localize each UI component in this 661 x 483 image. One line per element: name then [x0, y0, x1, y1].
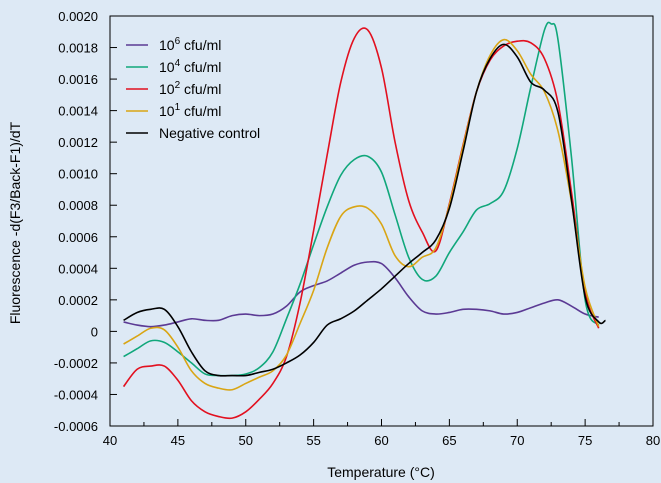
plot-border — [109, 15, 654, 427]
y-tick-label-5: 0.0010 — [58, 167, 98, 182]
y-tick-label-2: 0.0016 — [58, 72, 98, 87]
y-tick-label-10: 0 — [91, 324, 98, 339]
y-tick-label-12: -0.0004 — [54, 387, 98, 402]
series-line-3 — [123, 38, 600, 391]
y-tick-label-9: 0.0002 — [58, 293, 98, 308]
legend-label-1: 104 cfu/ml — [159, 58, 221, 75]
x-tick-label-3: 55 — [306, 433, 320, 448]
series-layer — [122, 21, 606, 420]
y-tick-label-7: 0.0006 — [58, 230, 98, 245]
y-tick-label-3: 0.0014 — [58, 104, 98, 119]
y-axis-title: Fluorescence -d(F3/Back-F1)/dT — [7, 121, 23, 324]
x-tick-label-8: 80 — [646, 433, 660, 448]
legend-label-3: 101 cfu/ml — [159, 102, 221, 119]
y-tick-label-1: 0.0018 — [58, 41, 98, 56]
legend-label-0: 106 cfu/ml — [159, 36, 221, 53]
x-tick-label-4: 60 — [374, 433, 388, 448]
x-tick-label-1: 45 — [171, 433, 185, 448]
legend-label-2: 102 cfu/ml — [159, 80, 221, 97]
series-line-0 — [123, 260, 599, 328]
x-tick-label-0: 40 — [103, 433, 117, 448]
series-line-4 — [123, 43, 606, 377]
legend-label-4: Negative control — [159, 125, 260, 141]
y-tick-label-13: -0.0006 — [54, 419, 98, 434]
x-tick-label-2: 50 — [239, 433, 253, 448]
legend: 106 cfu/ml 104 cfu/ml 102 cfu/ml 101 cfu/ml… — [126, 36, 260, 141]
y-tick-label-4: 0.0012 — [58, 135, 98, 150]
x-tick-label-7: 75 — [578, 433, 592, 448]
y-tick-label-11: -0.0002 — [54, 356, 98, 371]
y-tick-label-6: 0.0008 — [58, 198, 98, 213]
y-tick-label-8: 0.0004 — [58, 261, 98, 276]
y-tick-label-0: 0.0020 — [58, 9, 98, 24]
x-axis-title: Temperature (°C) — [327, 464, 435, 480]
series-line-1 — [123, 21, 600, 377]
axes-layer: 40 45 50 55 60 65 70 75 80 0.0020 0.0018 0.0016 0.00… — [54, 9, 660, 448]
x-tick-label-6: 70 — [510, 433, 524, 448]
plot-frame — [109, 15, 654, 427]
x-tick-label-5: 65 — [442, 433, 456, 448]
series-line-2 — [122, 27, 600, 420]
